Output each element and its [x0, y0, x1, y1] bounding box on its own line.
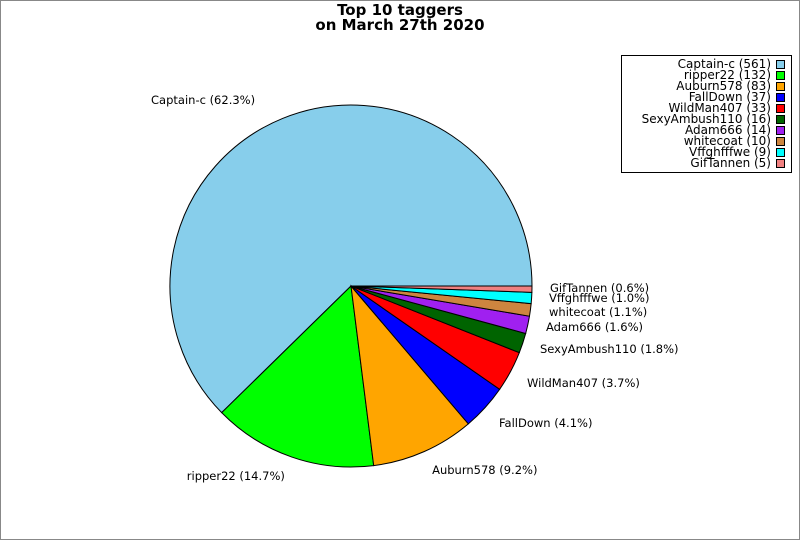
pie-slice-captain-c [169, 104, 533, 414]
legend-entry-vffghfffwe: Vffghfffwe (9) [689, 145, 785, 159]
legend-label: Adam666 (14) [684, 123, 771, 137]
legend-label: WildMan407 (33) [668, 101, 771, 115]
legend: Captain-c (561) ripper22 (132) Auburn578 (… [621, 55, 792, 173]
legend-label: FallDown (37) [688, 90, 771, 104]
legend-entry-adam666: Adam666 (14) [684, 123, 785, 137]
slice-label-sexyambush110: SexyAmbush110 (1.8%) [540, 342, 679, 356]
legend-entry-whitecoat: whitecoat (10) [683, 134, 785, 148]
legend-swatch [776, 71, 785, 80]
legend-entry-sexyambush110: SexyAmbush110 (16) [641, 112, 785, 126]
legend-entry-captain-c: Captain-c (561) [677, 57, 785, 71]
legend-swatch [776, 93, 785, 102]
pie-labels: Captain-c (62.3%) ripper22 (14.7%) Auburn5… [151, 93, 678, 483]
slice-label-captain-c: Captain-c (62.3%) [151, 93, 255, 107]
legend-swatch [776, 82, 785, 91]
slice-label-ripper22: ripper22 (14.7%) [187, 469, 285, 483]
legend-swatch [776, 126, 785, 135]
legend-label: Vffghfffwe (9) [689, 145, 771, 159]
legend-swatch [776, 159, 785, 168]
slice-label-auburn578: Auburn578 (9.2%) [432, 463, 537, 477]
chart-title-line-1: Top 10 taggers [337, 1, 463, 19]
slice-label-falldown: FallDown (4.1%) [499, 416, 592, 430]
pie-slice-ripper22 [220, 284, 375, 468]
slice-label-wildman407: WildMan407 (3.7%) [527, 376, 640, 390]
legend-entry-wildman407: WildMan407 (33) [668, 101, 785, 115]
pie-slice-auburn578 [350, 284, 470, 467]
chart-title-line-2: on March 27th 2020 [315, 16, 485, 34]
legend-swatch [776, 104, 785, 113]
legend-swatch [776, 60, 785, 69]
legend-swatch [776, 137, 785, 146]
legend-label: Captain-c (561) [677, 57, 771, 71]
legend-label: SexyAmbush110 (16) [641, 112, 771, 126]
legend-entry-giftannen: GifTannen (5) [690, 156, 785, 170]
legend-entry-falldown: FallDown (37) [688, 90, 785, 104]
slice-label-adam666: Adam666 (1.6%) [546, 320, 643, 334]
slice-label-giftannen: GifTannen (0.6%) [550, 281, 649, 295]
chart-title: Top 10 taggers on March 27th 2020 [1, 3, 799, 33]
slice-label-vffghfffwe: Vffghfffwe (1.0%) [549, 291, 649, 305]
legend-label: GifTannen (5) [690, 156, 771, 170]
pie-slices [169, 104, 533, 468]
legend-label: ripper22 (132) [683, 68, 771, 82]
pie-slice-giftannen [350, 285, 533, 293]
legend-entry-auburn578: Auburn578 (83) [676, 79, 785, 93]
legend-entry-ripper22: ripper22 (132) [683, 68, 785, 82]
legend-swatch [776, 115, 785, 124]
legend-label: whitecoat (10) [683, 134, 771, 148]
legend-label: Auburn578 (83) [676, 79, 771, 93]
legend-swatch [776, 148, 785, 157]
slice-label-whitecoat: whitecoat (1.1%) [549, 305, 647, 319]
